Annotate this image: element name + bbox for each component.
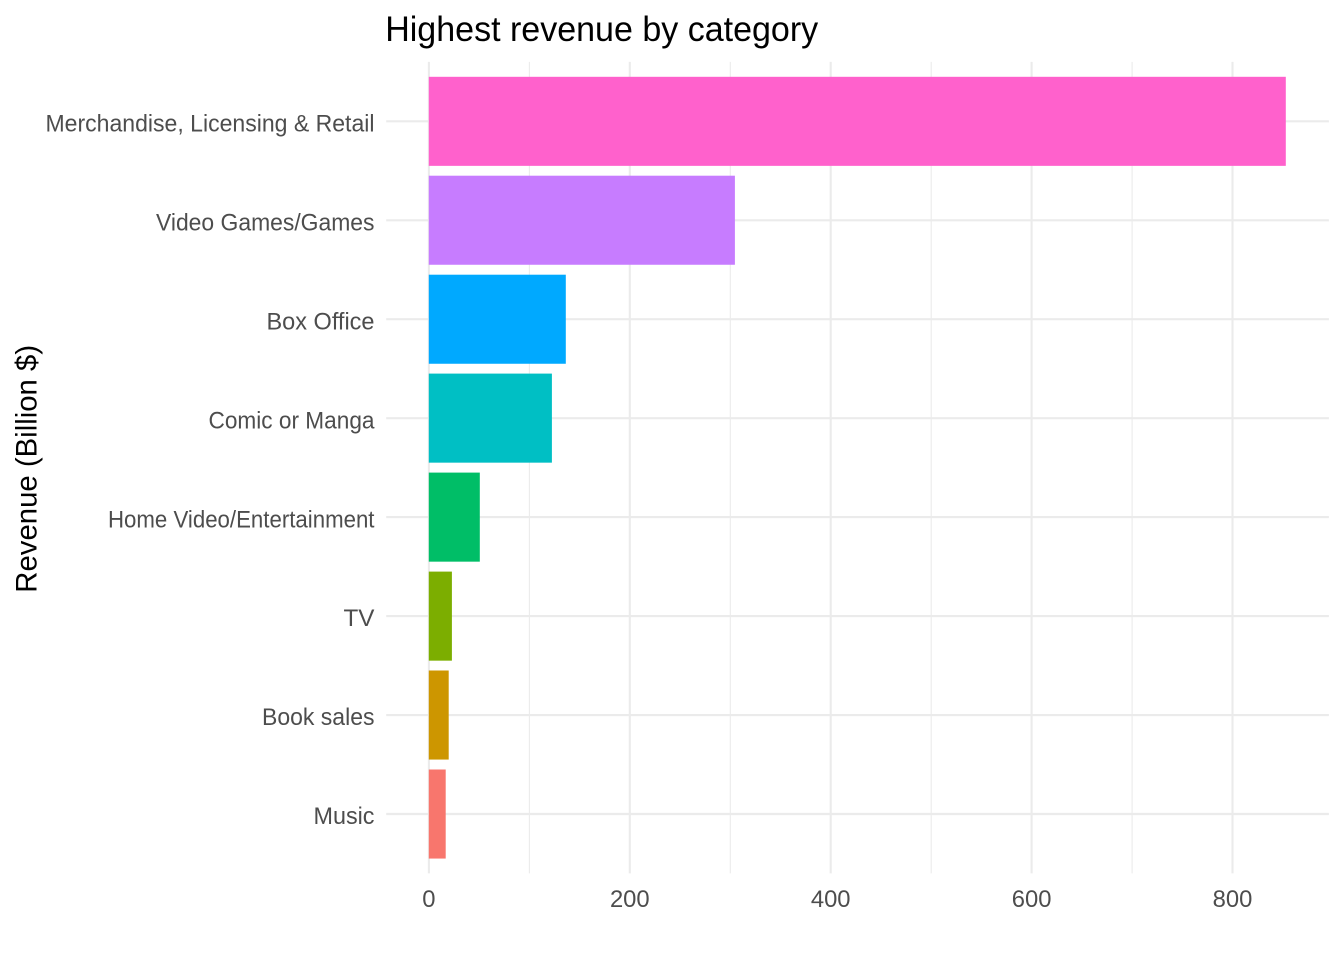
svg-text:200: 200	[610, 886, 650, 913]
svg-text:0: 0	[422, 886, 435, 913]
svg-text:Box Office: Box Office	[267, 308, 375, 335]
svg-text:Music: Music	[314, 803, 375, 830]
svg-text:TV: TV	[344, 605, 375, 632]
svg-text:400: 400	[811, 886, 851, 913]
svg-text:600: 600	[1012, 886, 1052, 913]
svg-text:Revenue (Billion $): Revenue (Billion $)	[11, 345, 44, 593]
svg-text:Merchandise, Licensing & Retai: Merchandise, Licensing & Retail	[46, 110, 375, 137]
svg-text:Home Video/Entertainment: Home Video/Entertainment	[108, 506, 375, 533]
svg-text:Video Games/Games: Video Games/Games	[156, 209, 375, 236]
svg-text:Comic or Manga: Comic or Manga	[209, 407, 376, 434]
svg-text:Highest revenue by category: Highest revenue by category	[385, 10, 818, 49]
svg-text:Book sales: Book sales	[262, 704, 375, 731]
svg-text:800: 800	[1213, 886, 1253, 913]
